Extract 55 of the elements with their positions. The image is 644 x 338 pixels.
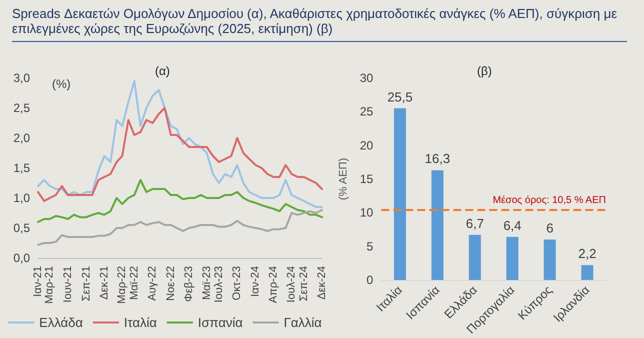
- y-tick-label: 25: [360, 104, 374, 119]
- chart-subtitle: (β): [477, 64, 492, 78]
- chart-subtitle: (α): [155, 64, 170, 78]
- y-tick-label: 1,5: [13, 161, 30, 175]
- x-tick-label: Φεβ-23: [183, 266, 196, 302]
- line-series: [37, 107, 323, 202]
- y-axis-title: (%): [52, 77, 71, 91]
- x-tick-label: Ιουλ-23: [212, 266, 225, 303]
- x-tick-label: Μαρ-21: [44, 266, 56, 304]
- x-tick-label: Ιαν-24: [249, 266, 262, 297]
- bar: [431, 170, 444, 280]
- bar: [468, 234, 481, 280]
- y-tick-label: 0,5: [13, 221, 30, 235]
- y-tick-label: 20: [360, 138, 374, 152]
- y-axis-title: (% ΑΕΠ): [338, 158, 350, 200]
- y-tick-label: 15: [360, 172, 374, 186]
- line-series: [37, 80, 323, 208]
- legend-label: Γαλλία: [284, 315, 322, 330]
- bar: [544, 240, 556, 280]
- y-tick-label: 30: [360, 71, 374, 85]
- x-tick-label: Ιουλ-24: [286, 266, 298, 303]
- x-tick-label: Σεπ-21: [80, 266, 92, 302]
- x-tick-label: Δεκ-21: [98, 266, 110, 300]
- y-tick-label: 0: [366, 272, 374, 287]
- y-tick-label: 3,0: [13, 71, 30, 85]
- ref-line-label: Μέσος όρος: 10,5 % ΑΕΠ: [492, 194, 606, 206]
- x-tick-label: Μαϊ-23: [200, 266, 213, 300]
- data-label: 6,4: [503, 218, 522, 233]
- bar: [581, 265, 594, 280]
- x-tick-label: Μαϊ-22: [128, 266, 140, 300]
- data-label: 16,3: [424, 151, 450, 166]
- x-tick-label: Μαρ-22: [116, 266, 128, 304]
- x-tick-label: Αυγ-22: [146, 266, 159, 301]
- bar: [394, 108, 406, 280]
- data-label: 25,5: [387, 89, 413, 104]
- line-series: [37, 179, 323, 223]
- y-tick-label: 10: [360, 206, 374, 220]
- data-label: 2,2: [578, 246, 596, 262]
- data-label: 6,7: [466, 216, 484, 231]
- x-tick-label: Νοε-22: [164, 266, 177, 301]
- data-label: 6: [546, 220, 554, 236]
- chart-title: Spreads Δεκαετών Ομολόγων Δημοσίου (α), Ακαθάριστες χρηματοδοτικές ανάγκες (% ΑΕΠ), σύγκριση με επιλεγμένες χώρες της Ευρωζώνης (2025, εκτίμηση) (β): [12, 6, 618, 36]
- y-tick-label: 2,0: [13, 131, 30, 145]
- x-tick-label: Ιουν-21: [62, 266, 74, 303]
- x-tick-label: Ιαν-21: [32, 266, 44, 297]
- x-tick-label: Οκτ-23: [231, 266, 244, 300]
- x-tick-label: Απρ-24: [268, 266, 280, 304]
- y-tick-label: 1,0: [13, 191, 30, 205]
- line-series: [37, 209, 323, 246]
- bar: [506, 236, 518, 280]
- y-tick-label: 5: [366, 239, 374, 254]
- y-tick-label: 2,5: [13, 101, 30, 115]
- x-tick-label: Δεκ-24: [316, 266, 328, 300]
- y-tick-label: 0,0: [13, 251, 30, 265]
- x-tick-label: Σεπ-24: [298, 266, 310, 302]
